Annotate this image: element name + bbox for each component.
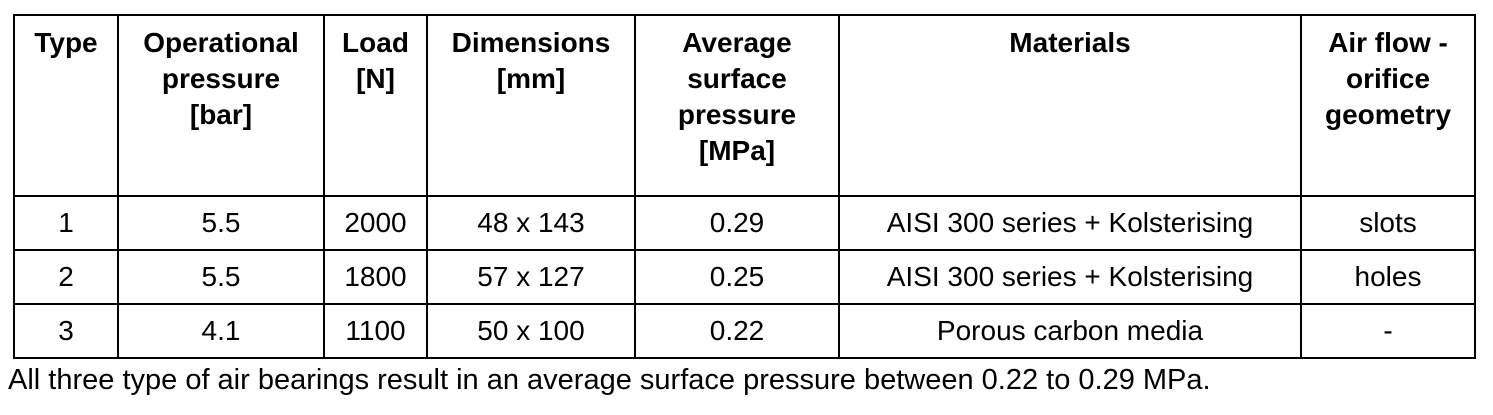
cell-materials: AISI 300 series + Kolsterising	[838, 195, 1302, 251]
table-row: 2 5.5 1800 57 x 127 0.25 AISI 300 series…	[13, 249, 1476, 305]
table-row: 1 5.5 2000 48 x 143 0.29 AISI 300 series…	[13, 195, 1476, 251]
table-row: 3 4.1 1100 50 x 100 0.22 Porous carbon m…	[13, 303, 1476, 359]
air-bearings-table: Type Operational pressure [bar] Load [N]…	[13, 14, 1476, 359]
cell-load: 1100	[323, 303, 428, 359]
cell-avg-pressure: 0.25	[634, 249, 840, 305]
cell-load: 2000	[323, 195, 428, 251]
column-header-average-surface-pressure: Average surface pressure [MPa]	[634, 14, 840, 197]
cell-type: 1	[13, 195, 119, 251]
cell-pressure: 5.5	[117, 195, 325, 251]
cell-pressure: 5.5	[117, 249, 325, 305]
cell-pressure: 4.1	[117, 303, 325, 359]
cell-type: 2	[13, 249, 119, 305]
table-footnote: All three type of air bearings result in…	[8, 364, 1211, 396]
cell-airflow: slots	[1300, 195, 1476, 251]
column-header-materials: Materials	[838, 14, 1302, 197]
cell-airflow: holes	[1300, 249, 1476, 305]
cell-load: 1800	[323, 249, 428, 305]
cell-airflow: -	[1300, 303, 1476, 359]
cell-dimensions: 48 x 143	[426, 195, 636, 251]
column-header-type: Type	[13, 14, 119, 197]
column-header-dimensions: Dimensions [mm]	[426, 14, 636, 197]
column-header-air-flow-orifice-geometry: Air flow - orifice geometry	[1300, 14, 1476, 197]
table-header-row: Type Operational pressure [bar] Load [N]…	[13, 14, 1476, 197]
cell-materials: AISI 300 series + Kolsterising	[838, 249, 1302, 305]
cell-dimensions: 50 x 100	[426, 303, 636, 359]
cell-dimensions: 57 x 127	[426, 249, 636, 305]
cell-avg-pressure: 0.22	[634, 303, 840, 359]
cell-materials: Porous carbon media	[838, 303, 1302, 359]
page: Type Operational pressure [bar] Load [N]…	[0, 14, 1493, 415]
column-header-operational-pressure: Operational pressure [bar]	[117, 14, 325, 197]
column-header-load: Load [N]	[323, 14, 428, 197]
cell-avg-pressure: 0.29	[634, 195, 840, 251]
cell-type: 3	[13, 303, 119, 359]
